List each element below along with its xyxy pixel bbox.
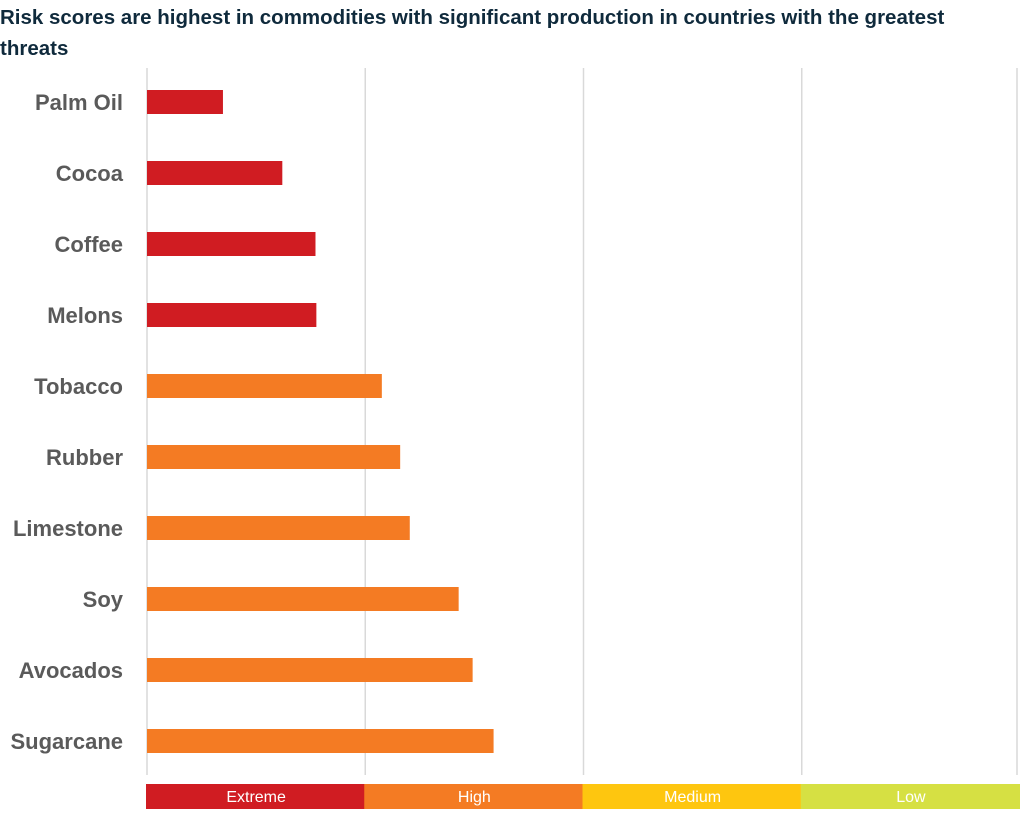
band-medium xyxy=(582,784,802,809)
category-label: Rubber xyxy=(46,445,123,470)
category-label: Coffee xyxy=(55,232,123,257)
bar-tobacco xyxy=(147,374,382,398)
bar-sugarcane xyxy=(147,729,494,753)
band-extreme xyxy=(146,784,366,809)
bar-limestone xyxy=(147,516,410,540)
band-label: High xyxy=(458,789,491,806)
bar-rubber xyxy=(147,445,401,469)
category-label: Sugarcane xyxy=(11,729,124,754)
category-label: Avocados xyxy=(19,658,123,683)
bar-soy xyxy=(147,587,459,611)
bar-melons xyxy=(147,303,317,327)
category-label: Melons xyxy=(47,303,123,328)
bar-avocados xyxy=(147,658,473,682)
category-label: Cocoa xyxy=(56,161,124,186)
category-label: Tobacco xyxy=(34,374,123,399)
band-label: Medium xyxy=(664,789,721,806)
category-label: Palm Oil xyxy=(35,90,123,115)
bar-palm-oil xyxy=(147,90,223,114)
bar-coffee xyxy=(147,232,316,256)
category-label: Limestone xyxy=(13,516,123,541)
chart-title: Risk scores are highest in commodities w… xyxy=(0,6,945,60)
band-low xyxy=(800,784,1020,809)
band-label: Low xyxy=(896,789,926,806)
band-high xyxy=(364,784,584,809)
bar-cocoa xyxy=(147,161,283,185)
category-label: Soy xyxy=(83,587,124,612)
band-label: Extreme xyxy=(226,789,286,806)
